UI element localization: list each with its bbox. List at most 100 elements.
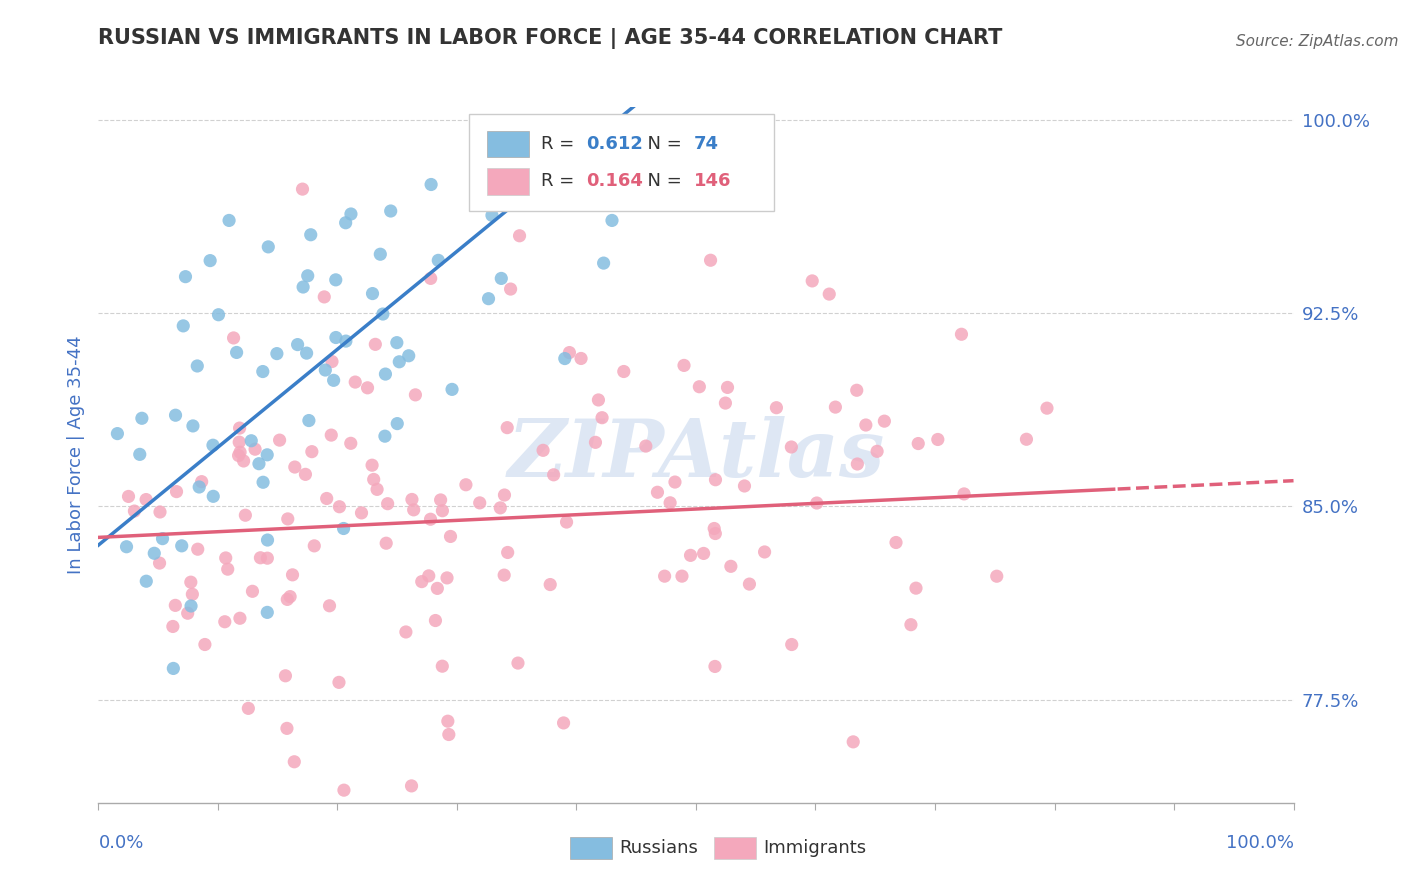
Point [131, 411, 153, 425]
Text: N =: N = [636, 135, 688, 153]
Point [780, 638, 803, 652]
Text: 0.0%: 0.0% [98, 834, 143, 852]
Point [866, 444, 889, 458]
Point [276, 592, 298, 607]
Point [117, 490, 139, 504]
Text: Russians: Russians [620, 839, 699, 857]
Point [634, 439, 657, 453]
Point [181, 418, 204, 433]
Point [314, 290, 336, 304]
Point [321, 354, 343, 368]
Point [335, 216, 357, 230]
Point [176, 606, 198, 620]
Point [482, 87, 505, 102]
Point [228, 421, 250, 435]
Point [494, 488, 516, 502]
Point [419, 512, 441, 526]
Point [278, 590, 301, 604]
Point [531, 443, 554, 458]
Point [699, 253, 721, 268]
Point [229, 445, 252, 459]
FancyBboxPatch shape [486, 131, 529, 157]
Point [509, 228, 531, 243]
Point [332, 521, 354, 535]
Point [228, 435, 250, 450]
Point [344, 375, 367, 389]
Point [350, 506, 373, 520]
Point [950, 327, 973, 342]
Point [927, 433, 949, 447]
Point [432, 504, 454, 518]
Point [775, 87, 797, 102]
Point [218, 213, 240, 227]
Point [495, 87, 517, 102]
Point [380, 204, 402, 219]
Point [907, 436, 929, 450]
Point [124, 504, 146, 518]
Point [291, 182, 314, 196]
Point [374, 367, 396, 381]
Point [361, 286, 384, 301]
Point [292, 280, 315, 294]
Point [437, 714, 460, 729]
Point [256, 448, 278, 462]
Point [419, 271, 441, 285]
Point [569, 351, 592, 366]
Point [855, 417, 877, 432]
Point [225, 345, 247, 359]
Point [842, 735, 865, 749]
Text: 146: 146 [693, 172, 731, 191]
Point [214, 615, 236, 629]
Point [986, 569, 1008, 583]
Point [301, 444, 323, 458]
Point [321, 428, 343, 442]
Point [506, 656, 529, 670]
Point [693, 87, 716, 102]
Point [679, 549, 702, 563]
Point [304, 539, 326, 553]
Point [395, 624, 418, 639]
Point [375, 536, 398, 550]
Point [166, 484, 188, 499]
Point [439, 529, 461, 543]
Point [190, 475, 212, 489]
Point [714, 396, 737, 410]
Point [720, 559, 742, 574]
Point [115, 540, 138, 554]
Point [238, 701, 260, 715]
Point [228, 449, 250, 463]
Point [294, 467, 316, 482]
Point [703, 521, 725, 535]
Point [356, 381, 378, 395]
Point [368, 247, 391, 261]
Point [172, 318, 194, 333]
Point [174, 269, 197, 284]
Point [335, 334, 357, 348]
Point [364, 337, 387, 351]
Point [180, 575, 202, 590]
Point [845, 384, 868, 398]
Point [180, 599, 202, 613]
Point [468, 496, 491, 510]
Point [600, 213, 623, 227]
Point [283, 755, 305, 769]
Point [257, 240, 280, 254]
Point [499, 282, 522, 296]
Point [498, 132, 520, 146]
Point [427, 253, 450, 268]
Point [555, 515, 578, 529]
Point [318, 599, 340, 613]
Point [411, 574, 433, 589]
Point [477, 292, 499, 306]
Point [621, 187, 644, 202]
Point [246, 808, 269, 822]
Point [325, 330, 347, 344]
Text: ZIPAtlas: ZIPAtlas [508, 417, 884, 493]
Point [481, 208, 503, 222]
Point [187, 542, 209, 557]
Point [553, 715, 575, 730]
Point [716, 380, 738, 394]
Point [426, 582, 449, 596]
Point [404, 388, 426, 402]
Point [143, 546, 166, 560]
